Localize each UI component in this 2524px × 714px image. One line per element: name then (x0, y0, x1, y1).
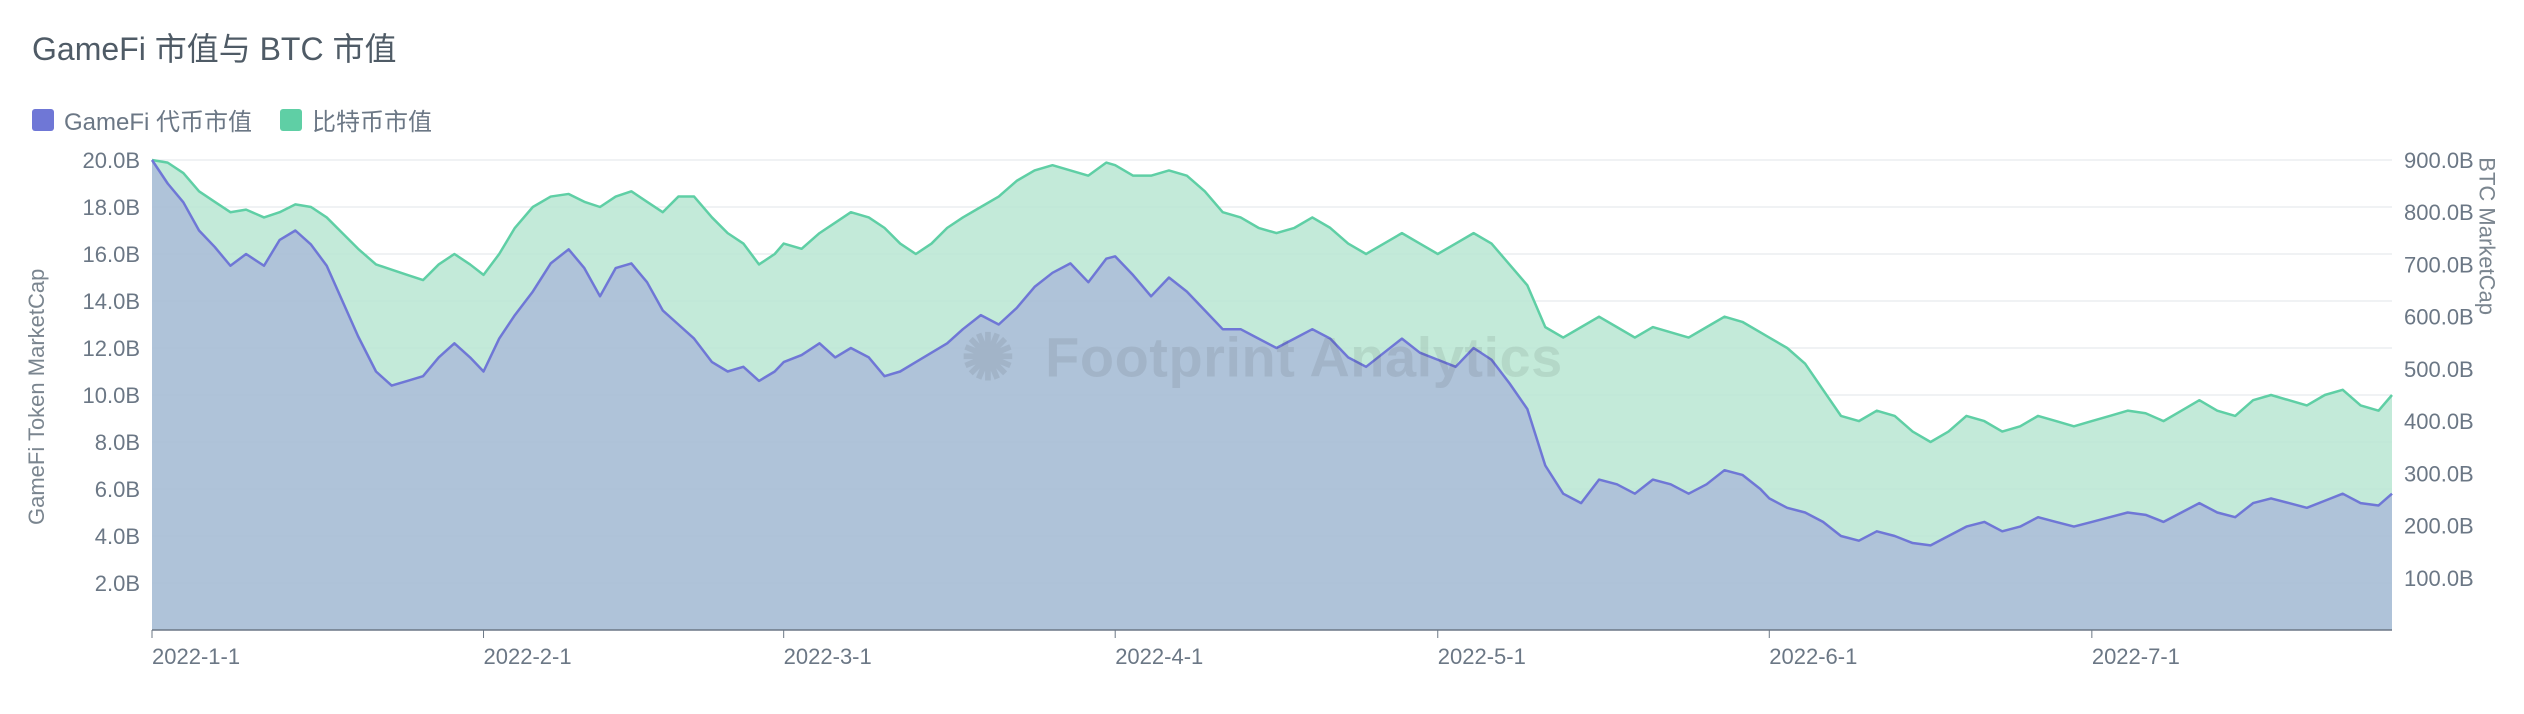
x-tick-label: 2022-1-1 (152, 644, 240, 669)
y-right-tick-label: 800.0B (2404, 200, 2474, 225)
y-axis-left-label: GameFi Token MarketCap (24, 269, 50, 525)
y-left-tick-label: 4.0B (95, 524, 140, 549)
x-tick-label: 2022-5-1 (1438, 644, 1526, 669)
y-axis-right-label: BTC MarketCap (2474, 157, 2500, 315)
y-left-tick-label: 18.0B (83, 195, 141, 220)
x-tick-label: 2022-3-1 (784, 644, 872, 669)
chart-plot[interactable]: 2.0B 4.0B 6.0B 8.0B 10.0B 12.0B 14.0B 16.0B 18.0… (0, 0, 2524, 714)
y-left-tick-label: 20.0B (83, 148, 141, 173)
y-right-tick-label: 500.0B (2404, 357, 2474, 382)
y-left-tick-label: 12.0B (83, 336, 141, 361)
y-right-tick-label: 700.0B (2404, 252, 2474, 277)
y-left-tick-label: 8.0B (95, 430, 140, 455)
x-tick-label: 2022-6-1 (1769, 644, 1857, 669)
y-left-tick-label: 16.0B (83, 242, 141, 267)
x-tick-label: 2022-4-1 (1115, 644, 1203, 669)
y-right-tick-label: 900.0B (2404, 148, 2474, 173)
y-right-tick-label: 200.0B (2404, 514, 2474, 539)
y-left-tick-label: 14.0B (83, 289, 141, 314)
y-right-tick-label: 100.0B (2404, 566, 2474, 591)
y-left-tick-label: 2.0B (95, 571, 140, 596)
y-right-tick-label: 600.0B (2404, 305, 2474, 330)
y-left-tick-label: 10.0B (83, 383, 141, 408)
x-tick-label: 2022-2-1 (484, 644, 572, 669)
y-right-tick-label: 400.0B (2404, 409, 2474, 434)
x-tick-label: 2022-7-1 (2092, 644, 2180, 669)
y-right-tick-label: 300.0B (2404, 461, 2474, 486)
y-left-tick-label: 6.0B (95, 477, 140, 502)
